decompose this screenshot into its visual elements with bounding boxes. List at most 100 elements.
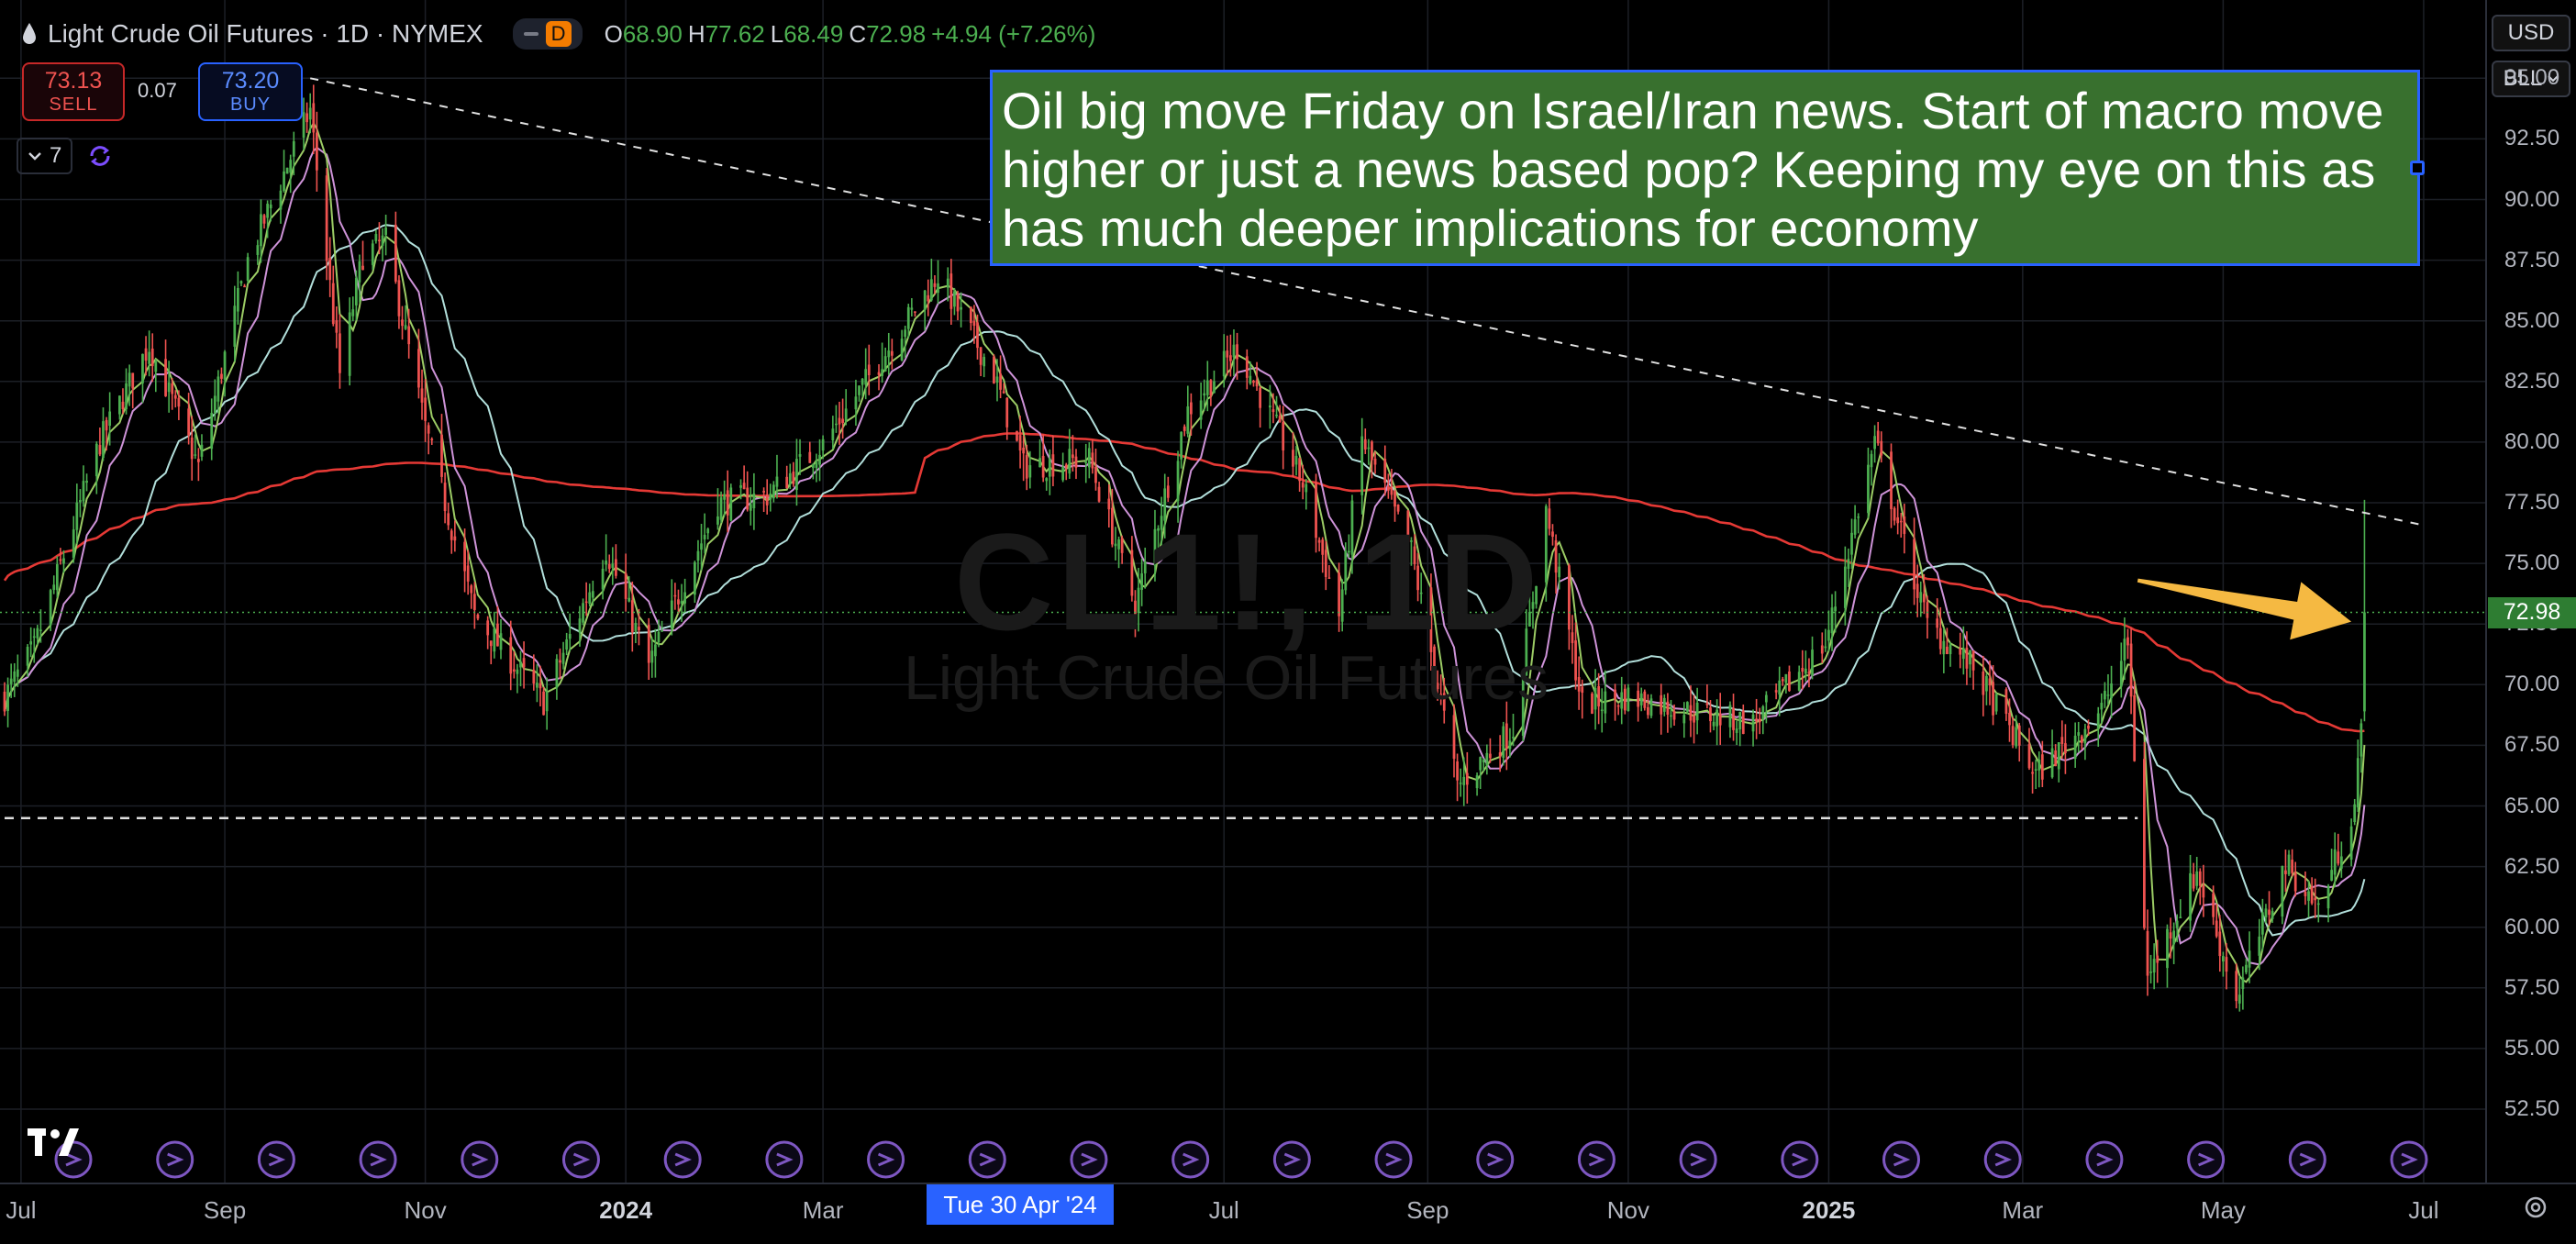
event-marker-icon[interactable] [461,1140,499,1179]
candle-body [2225,957,2228,972]
market-status-pill[interactable]: D [512,18,583,50]
candle-body [2034,769,2037,772]
candle-body [52,584,56,591]
candle-body [1620,692,1624,709]
price-tick-label: 77.50 [2504,490,2560,515]
candle-body [1213,381,1216,394]
settings-gear-icon[interactable] [2521,1193,2550,1222]
candle-body [2104,691,2106,700]
candle-body [397,280,401,317]
candle-body [331,283,335,325]
candle-body [98,445,102,455]
candle-body [1992,682,1994,716]
price-tick-label: 62.50 [2504,853,2560,879]
event-marker-icon[interactable] [1171,1140,1210,1179]
candle-body [565,639,569,650]
candle-body [2287,854,2291,875]
event-marker-icon[interactable] [1882,1140,1921,1179]
event-marker-icon[interactable] [1476,1140,1515,1179]
candle-body [440,434,443,477]
event-marker-icon[interactable] [2187,1140,2226,1179]
event-marker-icon[interactable] [765,1140,804,1179]
event-marker-icon[interactable] [156,1140,194,1179]
candle-body [1018,435,1022,451]
candle-body [1761,706,1765,719]
candle-body [910,307,914,310]
candle-body [55,564,59,591]
candle-body [677,599,680,605]
candle-body [881,369,883,376]
candle-body [906,306,910,329]
candle-body [197,459,200,462]
candle-body [1662,697,1666,712]
sync-icon[interactable] [87,143,113,169]
candle-body [1758,718,1761,723]
event-marker-icon[interactable] [359,1140,397,1179]
event-marker-icon[interactable] [1679,1140,1717,1179]
candle-body [2017,725,2021,746]
candle-body [1338,572,1340,616]
sell-button[interactable]: 73.13 SELL [22,62,125,121]
event-marker-icon[interactable] [1374,1140,1413,1179]
ohlc-values: O68.90 H77.62 L68.49 C72.98 +4.94 (+7.26%) [605,20,1096,49]
highlight-arrow[interactable] [2137,578,2352,640]
candle-body [542,691,545,716]
annotation-resize-handle[interactable] [2410,161,2425,175]
candle-body [450,530,453,540]
event-marker-icon[interactable] [2390,1140,2428,1179]
event-marker-icon[interactable] [1983,1140,2022,1179]
candle-body [417,349,420,388]
candle-body [1383,459,1387,483]
sell-label: SELL [49,94,98,115]
candle-body [1025,455,1028,479]
candle-body [2284,870,2287,874]
candle-body [983,357,986,367]
candle-body [443,483,447,512]
currency-button[interactable]: USD [2492,15,2570,51]
candle-body [1949,644,1952,655]
candle-body [1140,573,1144,590]
trendline[interactable] [309,77,2421,526]
drawing-lines [0,77,2486,819]
unit-button[interactable]: BLL [2492,61,2570,97]
candle-body [611,563,615,568]
event-marker-icon[interactable] [1272,1140,1311,1179]
event-marker-icon[interactable] [257,1140,295,1179]
candle-body [1647,706,1649,716]
candle-body [1531,602,1535,609]
event-marker-icon[interactable] [663,1140,702,1179]
candle-body [591,591,594,598]
candle-body [1695,702,1699,721]
candle-body [1429,587,1433,652]
candle-body [661,630,663,632]
candle-body [430,439,434,441]
candle-body [607,563,611,570]
candle-body [1442,693,1446,711]
candle-body [694,561,696,595]
candle-body [1593,687,1597,710]
indicators-toggle[interactable]: 7 [17,138,73,174]
candle-body [2083,728,2087,744]
candle-body [121,401,125,409]
candle-body [2202,885,2205,898]
candle-body [1682,715,1686,724]
text-annotation[interactable]: Oil big move Friday on Israel/Iran news.… [990,70,2420,266]
candle-body [1890,451,1893,509]
event-marker-icon[interactable] [2085,1140,2124,1179]
candle-body [194,454,197,456]
candle-body [769,493,772,500]
candle-body [1489,753,1492,759]
event-marker-icon[interactable] [2288,1140,2326,1179]
event-marker-icon[interactable] [1781,1140,1819,1179]
candle-body [62,558,65,564]
event-marker-icon[interactable] [1577,1140,1616,1179]
event-marker-icon[interactable] [968,1140,1006,1179]
event-marker-icon[interactable] [561,1140,600,1179]
candle-body [1843,566,1847,608]
event-marker-icon[interactable] [867,1140,905,1179]
symbol-title[interactable]: Light Crude Oil Futures · 1D · NYMEX [48,19,483,48]
buy-button[interactable]: 73.20 BUY [198,62,303,121]
event-marker-icon[interactable] [1070,1140,1108,1179]
candle-body [2326,885,2330,909]
